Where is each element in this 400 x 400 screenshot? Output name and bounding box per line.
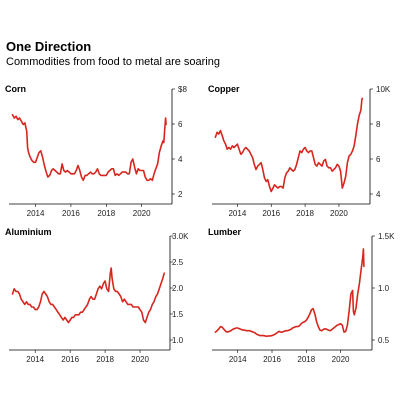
copper-panel: Copper 2014 2016 2018 2020 10K 8 6 4: [208, 84, 391, 218]
aluminium-y-tick-label: 2.0: [172, 284, 184, 293]
aluminium-y-tick-label: 1.0: [172, 336, 184, 345]
chart-subtitle: Commodities from food to metal are soari…: [6, 56, 220, 68]
copper-price-line: [214, 97, 364, 193]
copper-y-tick-label: 10K: [376, 85, 391, 94]
corn-x-tick-label: 2020: [133, 209, 151, 218]
lumber-y-tick-label: 1.5K: [378, 232, 395, 241]
copper-x-tick-label: 2016: [262, 209, 280, 218]
aluminium-x-tick-label: 2014: [26, 355, 44, 364]
copper-title: Copper: [208, 84, 240, 94]
lumber-x-tick-label: 2014: [229, 355, 247, 364]
aluminium-title: Aluminium: [5, 227, 52, 237]
lumber-x-tick-label: 2016: [263, 355, 281, 364]
copper-x-tick-label: 2020: [330, 209, 348, 218]
aluminium-y-tick-label: 2.5: [172, 258, 184, 267]
corn-y-tick-label: $8: [178, 85, 187, 94]
copper-y-tick-label: 6: [376, 155, 381, 164]
lumber-y-tick-label: 0.5: [378, 336, 390, 345]
lumber-panel: Lumber 2014 2016 2018 2020 1.5K 1.0 0.5: [208, 227, 395, 364]
corn-x-tick-label: 2018: [97, 209, 115, 218]
aluminium-y-tick-label: 3.0K: [172, 232, 189, 241]
corn-x-tick-label: 2016: [62, 209, 80, 218]
copper-y-tick-label: 8: [376, 120, 381, 129]
aluminium-x-tick-label: 2016: [61, 355, 79, 364]
corn-y-tick-label: 4: [178, 155, 183, 164]
corn-title: Corn: [5, 84, 26, 94]
copper-x-tick-label: 2018: [296, 209, 314, 218]
copper-x-tick-label: 2014: [228, 209, 246, 218]
lumber-title: Lumber: [208, 227, 242, 237]
chart-title: One Direction: [6, 39, 92, 54]
aluminium-panel: Aluminium 2014 2016 2018 2020 3.0K 2.5 2.0 1.5 1.…: [5, 227, 189, 364]
corn-price-line: [11, 113, 167, 182]
aluminium-x-tick-label: 2018: [96, 355, 114, 364]
lumber-y-tick-label: 1.0: [378, 284, 390, 293]
lumber-x-tick-label: 2020: [332, 355, 350, 364]
corn-y-tick-label: 6: [178, 120, 183, 129]
aluminium-y-tick-label: 1.5: [172, 310, 184, 319]
copper-y-tick-label: 4: [376, 190, 381, 199]
corn-x-tick-label: 2014: [27, 209, 45, 218]
lumber-x-tick-label: 2018: [297, 355, 315, 364]
corn-y-tick-label: 2: [178, 190, 183, 199]
aluminium-x-tick-label: 2020: [131, 355, 149, 364]
corn-panel: Corn 2014 2016 2018 2020 $8 6 4 2: [5, 84, 187, 218]
lumber-price-line: [214, 248, 365, 338]
aluminium-price-line: [11, 267, 165, 324]
